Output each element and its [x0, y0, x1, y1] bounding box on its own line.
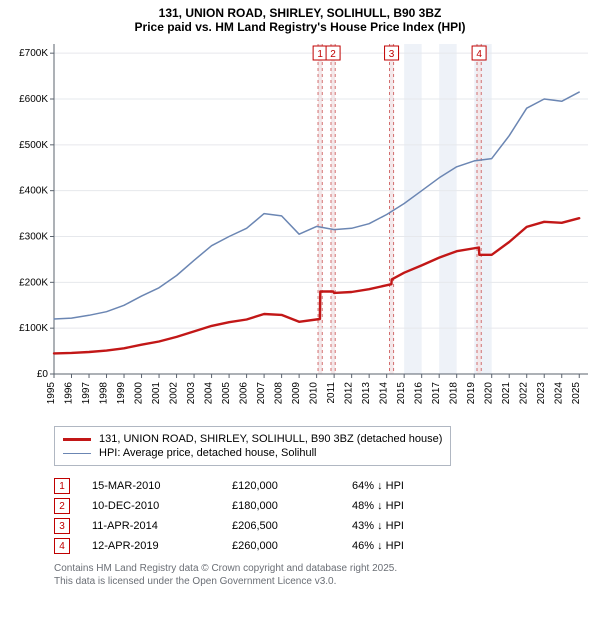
legend-swatch: [63, 453, 91, 454]
svg-text:£200K: £200K: [19, 277, 48, 288]
svg-text:£0: £0: [37, 369, 49, 380]
transaction-date: 11-APR-2014: [92, 520, 232, 532]
transaction-price: £120,000: [232, 480, 352, 492]
title-address: 131, UNION ROAD, SHIRLEY, SOLIHULL, B90 …: [10, 6, 590, 20]
transaction-price: £206,500: [232, 520, 352, 532]
svg-text:2000: 2000: [134, 382, 145, 405]
svg-text:4: 4: [476, 49, 482, 60]
legend-swatch: [63, 438, 91, 441]
svg-text:2013: 2013: [361, 382, 372, 405]
legend: 131, UNION ROAD, SHIRLEY, SOLIHULL, B90 …: [54, 426, 451, 466]
footer-line2: This data is licensed under the Open Gov…: [54, 575, 590, 588]
svg-text:2022: 2022: [519, 382, 530, 405]
svg-text:2007: 2007: [256, 382, 267, 405]
svg-text:2021: 2021: [501, 382, 512, 405]
legend-item: 131, UNION ROAD, SHIRLEY, SOLIHULL, B90 …: [63, 433, 442, 445]
transaction-row: 3 11-APR-2014£206,50043% ↓ HPI: [54, 518, 590, 534]
transaction-marker: 1: [54, 478, 70, 494]
transaction-marker: 3: [54, 518, 70, 534]
svg-text:2011: 2011: [326, 382, 337, 404]
transaction-delta: 48% ↓ HPI: [352, 500, 472, 512]
transaction-row: 4 12-APR-2019£260,00046% ↓ HPI: [54, 538, 590, 554]
page: 131, UNION ROAD, SHIRLEY, SOLIHULL, B90 …: [0, 0, 600, 588]
transaction-row: 2 10-DEC-2010£180,00048% ↓ HPI: [54, 498, 590, 514]
svg-text:2017: 2017: [431, 382, 442, 405]
svg-text:2019: 2019: [466, 382, 477, 405]
transaction-row: 1 15-MAR-2010£120,00064% ↓ HPI: [54, 478, 590, 494]
svg-text:2015: 2015: [396, 382, 407, 405]
transaction-delta: 64% ↓ HPI: [352, 480, 472, 492]
svg-text:2004: 2004: [204, 382, 215, 405]
svg-text:3: 3: [389, 49, 395, 60]
transaction-delta: 43% ↓ HPI: [352, 520, 472, 532]
svg-text:2010: 2010: [309, 382, 320, 405]
svg-text:1: 1: [317, 49, 323, 60]
transactions-table: 1 15-MAR-2010£120,00064% ↓ HPI 2 10-DEC-201…: [54, 478, 590, 554]
svg-text:£400K: £400K: [19, 186, 48, 197]
transaction-marker: 2: [54, 498, 70, 514]
svg-text:2018: 2018: [449, 382, 460, 405]
chart-titles: 131, UNION ROAD, SHIRLEY, SOLIHULL, B90 …: [0, 0, 600, 38]
svg-text:2025: 2025: [571, 382, 582, 405]
svg-text:2014: 2014: [379, 382, 390, 405]
svg-text:£300K: £300K: [19, 232, 48, 243]
title-subtitle: Price paid vs. HM Land Registry's House …: [10, 20, 590, 34]
svg-text:2024: 2024: [554, 382, 565, 405]
svg-text:2: 2: [330, 49, 336, 60]
svg-text:2009: 2009: [291, 382, 302, 405]
transaction-delta: 46% ↓ HPI: [352, 540, 472, 552]
svg-text:£500K: £500K: [19, 140, 48, 151]
svg-text:£600K: £600K: [19, 94, 48, 105]
svg-text:2020: 2020: [484, 382, 495, 405]
transaction-price: £180,000: [232, 500, 352, 512]
transaction-price: £260,000: [232, 540, 352, 552]
svg-text:1996: 1996: [64, 382, 75, 405]
svg-text:2023: 2023: [536, 382, 547, 405]
chart: £0 £100K £200K £300K £400K £500K £600K £700K 199…: [0, 38, 600, 418]
transaction-marker: 4: [54, 538, 70, 554]
legend-item: HPI: Average price, detached house, Soli…: [63, 447, 442, 459]
svg-text:2006: 2006: [239, 382, 250, 405]
svg-text:1995: 1995: [46, 382, 57, 405]
svg-text:£700K: £700K: [19, 48, 48, 59]
svg-text:2016: 2016: [414, 382, 425, 405]
footer-line1: Contains HM Land Registry data © Crown c…: [54, 562, 590, 575]
svg-text:2003: 2003: [186, 382, 197, 405]
svg-text:1999: 1999: [116, 382, 127, 405]
transaction-date: 15-MAR-2010: [92, 480, 232, 492]
legend-label: HPI: Average price, detached house, Soli…: [99, 447, 317, 459]
legend-label: 131, UNION ROAD, SHIRLEY, SOLIHULL, B90 …: [99, 433, 442, 445]
transaction-date: 10-DEC-2010: [92, 500, 232, 512]
transaction-date: 12-APR-2019: [92, 540, 232, 552]
svg-text:1998: 1998: [99, 382, 110, 405]
footer: Contains HM Land Registry data © Crown c…: [54, 562, 590, 588]
svg-text:£100K: £100K: [19, 323, 48, 334]
svg-text:2005: 2005: [221, 382, 232, 405]
svg-text:2008: 2008: [274, 382, 285, 405]
svg-text:2002: 2002: [169, 382, 180, 405]
svg-text:1997: 1997: [81, 382, 92, 405]
svg-text:2012: 2012: [344, 382, 355, 405]
svg-text:2001: 2001: [151, 382, 162, 405]
